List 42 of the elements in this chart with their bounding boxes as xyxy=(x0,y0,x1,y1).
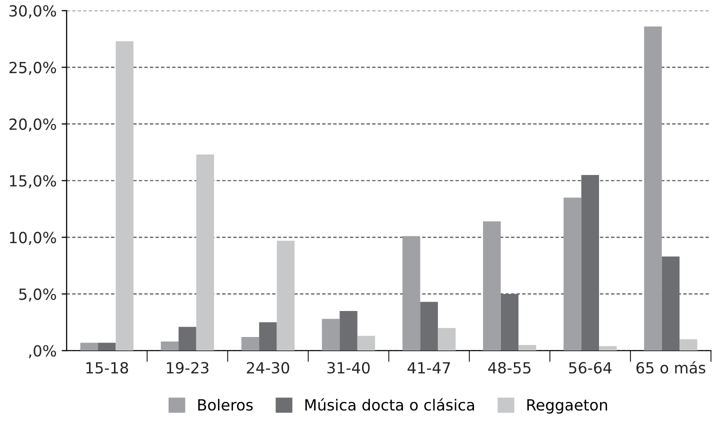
y-tick-label: 20,0% xyxy=(9,118,56,132)
bar xyxy=(340,310,358,351)
y-tick-label: 15,0% xyxy=(10,175,56,188)
bar xyxy=(420,302,438,351)
bar xyxy=(196,154,214,351)
bar xyxy=(116,41,134,351)
bar xyxy=(241,337,260,351)
y-tick-label: 25,0% xyxy=(9,62,56,75)
y-tick-label: 30,0% xyxy=(10,5,56,18)
bar xyxy=(581,174,600,351)
x-tick-label: 41-47 xyxy=(408,362,450,374)
bar xyxy=(438,328,456,351)
legend-label: Reggaeton xyxy=(527,399,608,414)
bar xyxy=(483,221,501,351)
bar xyxy=(518,344,536,351)
bar xyxy=(322,318,340,351)
x-tick-label: 56-64 xyxy=(569,362,612,374)
x-tick-label: 15-18 xyxy=(86,362,128,374)
bar xyxy=(500,294,518,351)
bar xyxy=(178,326,196,351)
bar xyxy=(80,342,98,351)
bar xyxy=(160,342,179,351)
y-tick-label: ,0% xyxy=(28,345,56,358)
x-tick-label: 24-30 xyxy=(246,362,290,374)
bar xyxy=(98,342,116,351)
bar xyxy=(259,322,277,351)
x-tick-label: 65 o más xyxy=(636,361,706,374)
bar xyxy=(662,256,680,351)
bar xyxy=(564,198,582,351)
bar xyxy=(402,236,420,351)
bar xyxy=(599,346,617,351)
y-tick-label: 5,0% xyxy=(19,288,56,302)
bar xyxy=(680,339,698,351)
bar xyxy=(644,26,662,351)
x-tick-label: 19-23 xyxy=(166,362,208,374)
legend-label: Boleros xyxy=(198,398,253,411)
x-tick-label: 31-40 xyxy=(327,362,370,374)
bar xyxy=(276,240,295,351)
x-tick-label: 48-55 xyxy=(488,362,530,374)
y-tick-label: 10,0% xyxy=(10,232,56,245)
bar xyxy=(357,336,376,351)
legend-label: Música docta o clásica xyxy=(305,398,474,411)
